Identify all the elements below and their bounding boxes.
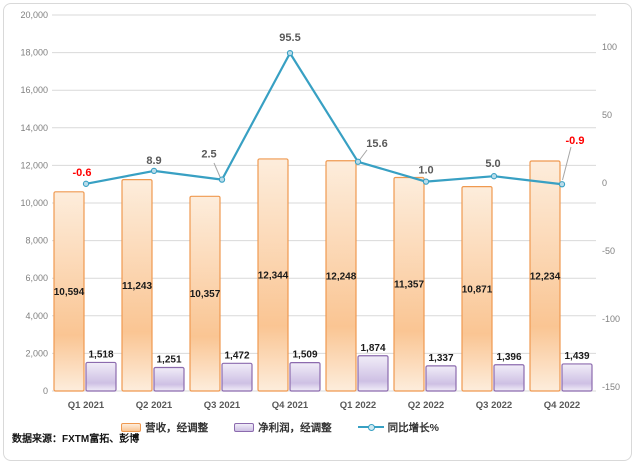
- net-profit-bar-label: 1,251: [156, 354, 181, 365]
- net-profit-bar-label: 1,874: [360, 343, 385, 354]
- net-profit-bar: [357, 355, 389, 392]
- legend-label: 同比增长%: [387, 421, 439, 434]
- growth-line-marker: [286, 49, 294, 57]
- net-profit-bar: [153, 366, 185, 392]
- left-axis-tick-label: 0: [43, 386, 48, 396]
- left-axis-tick-label: 18,000: [20, 48, 48, 58]
- x-axis-category-label: Q1 2021: [68, 400, 105, 411]
- legend-item-revenue: 营收，经调整: [121, 420, 208, 435]
- chart-legend: 营收，经调整 净利润，经调整 同比增长%: [0, 419, 560, 435]
- left-axis-tick-label: 12,000: [20, 160, 48, 170]
- growth-value-label: -0.9: [566, 135, 585, 147]
- net-profit-bar-label: 1,439: [564, 351, 589, 362]
- growth-line-marker: [422, 178, 430, 185]
- revenue-bar-label: 12,248: [326, 271, 357, 282]
- left-axis-tick-label: 10,000: [20, 198, 48, 208]
- legend-color-swatch: [234, 422, 255, 432]
- revenue-bar: [121, 179, 153, 392]
- revenue-bar-label: 10,594: [54, 287, 85, 298]
- x-axis-category-label: Q3 2022: [476, 400, 512, 411]
- left-axis-tick-label: 8,000: [25, 236, 48, 246]
- legend-item-growth: 同比增长%: [357, 420, 439, 435]
- right-axis-tick-label: -100: [602, 314, 620, 324]
- net-profit-bar: [561, 363, 593, 392]
- legend-line-swatch: [357, 423, 384, 432]
- x-axis-category-label: Q1 2022: [340, 400, 376, 411]
- net-profit-bar: [493, 364, 525, 392]
- right-axis-tick-label: 100: [602, 42, 617, 52]
- revenue-bar: [257, 158, 289, 392]
- source-note: 数据来源：FXTM富拓、彭博: [12, 434, 140, 445]
- net-profit-bar-label: 1,396: [496, 352, 521, 363]
- net-profit-bar-label: 1,509: [292, 350, 317, 361]
- growth-line-marker: [490, 173, 498, 180]
- revenue-bar: [529, 160, 561, 392]
- x-axis-category-label: Q4 2021: [272, 400, 309, 411]
- legend-item-net-profit: 净利润，经调整: [234, 420, 332, 435]
- growth-value-label: 1.0: [418, 165, 433, 177]
- revenue-bar: [189, 195, 221, 392]
- left-axis-tick-label: 14,000: [20, 123, 48, 133]
- revenue-bar-label: 11,243: [122, 281, 152, 292]
- growth-line-marker: [150, 167, 158, 175]
- x-axis-category-label: Q2 2022: [408, 400, 444, 411]
- net-profit-bar: [289, 362, 321, 392]
- label-leader-line: [562, 146, 572, 181]
- revenue-bar-label: 12,234: [530, 272, 561, 283]
- x-axis-category-label: Q4 2022: [544, 400, 580, 411]
- right-axis-tick-label: 0: [602, 178, 607, 188]
- label-leader-line: [359, 149, 368, 161]
- net-profit-bar: [85, 361, 117, 392]
- x-axis-category-label: Q3 2021: [204, 400, 241, 411]
- right-axis-tick-label: -50: [602, 246, 615, 256]
- net-profit-bar: [221, 362, 253, 392]
- left-axis-tick-label: 6,000: [25, 273, 48, 283]
- net-profit-bar: [425, 365, 457, 392]
- revenue-bar-label: 10,357: [190, 289, 221, 300]
- right-axis-tick-label: -150: [602, 382, 620, 392]
- net-profit-bar-label: 1,337: [428, 353, 453, 364]
- net-profit-bar-label: 1,472: [224, 350, 249, 361]
- revenue-bar: [461, 186, 493, 392]
- net-profit-bar-label: 1,518: [88, 349, 113, 360]
- revenue-bar: [53, 191, 85, 392]
- growth-line-marker: [354, 158, 362, 165]
- legend-label: 营收，经调整: [145, 421, 209, 434]
- growth-line-marker: [558, 181, 566, 188]
- growth-value-label: 5.0: [485, 158, 500, 170]
- growth-value-label: 8.9: [146, 155, 161, 167]
- growth-line: [85, 52, 563, 186]
- growth-value-label: 2.5: [201, 149, 216, 161]
- x-axis-category-label: Q2 2021: [136, 400, 173, 411]
- revenue-bar-label: 12,344: [258, 270, 289, 281]
- left-axis-tick-label: 2,000: [25, 348, 48, 358]
- left-axis-tick-label: 20,000: [20, 10, 48, 20]
- label-leader-line: [213, 162, 221, 179]
- left-axis-tick-label: 4,000: [25, 311, 48, 321]
- legend-label: 净利润，经调整: [258, 421, 332, 434]
- revenue-bar: [325, 160, 357, 392]
- growth-value-label: -0.6: [73, 167, 92, 179]
- growth-line-marker: [218, 176, 226, 183]
- revenue-bar-label: 11,357: [394, 280, 424, 291]
- revenue-bar-label: 10,871: [462, 284, 493, 295]
- growth-line-marker: [82, 180, 90, 187]
- left-axis-tick-label: 16,000: [20, 85, 48, 95]
- growth-value-label: 95.5: [279, 32, 300, 44]
- growth-value-label: 15.6: [366, 138, 387, 150]
- right-axis-tick-label: 50: [602, 110, 612, 120]
- legend-color-swatch: [121, 422, 142, 432]
